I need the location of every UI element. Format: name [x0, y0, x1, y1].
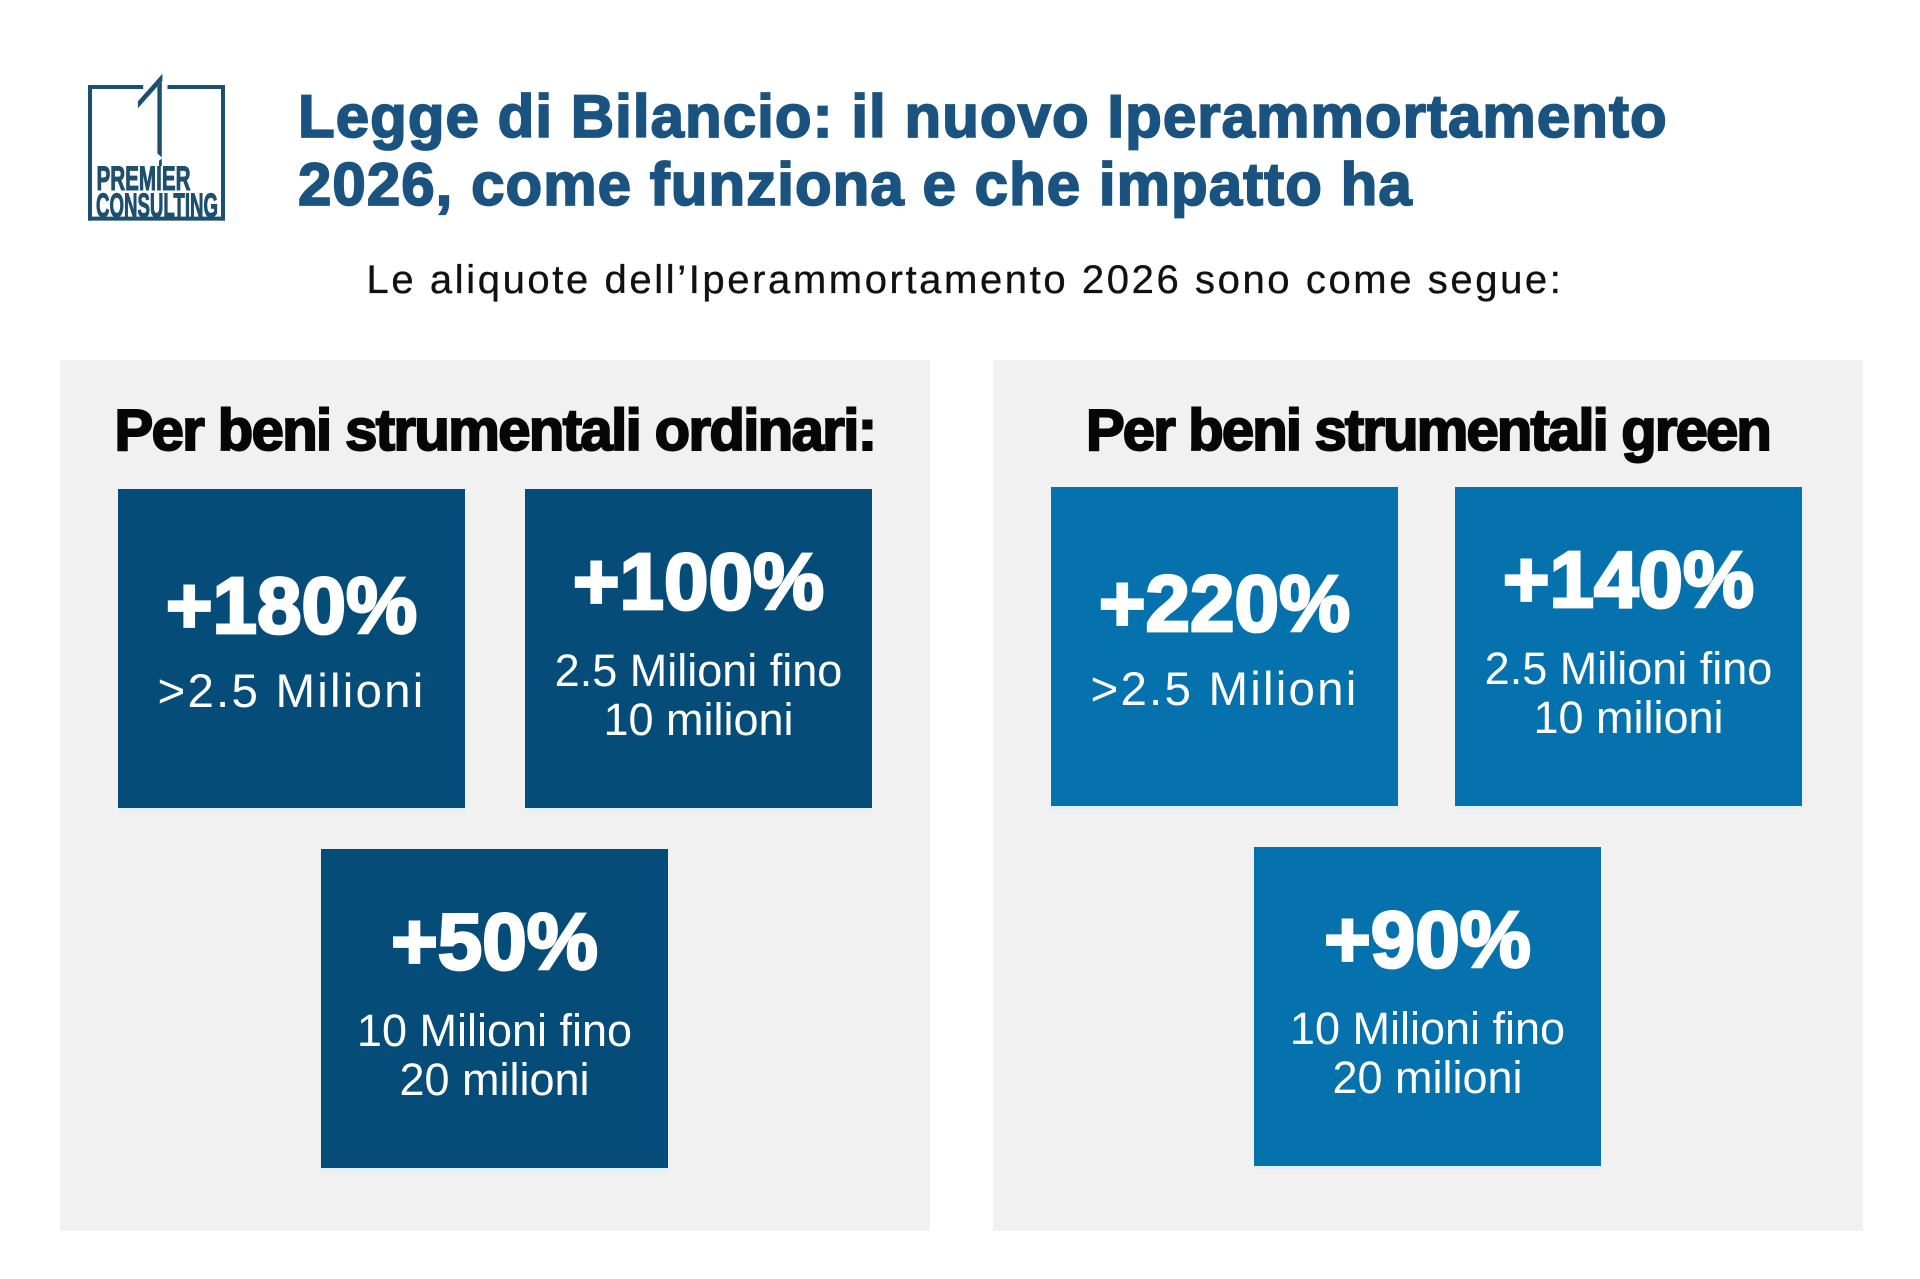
svg-text:PREMIER: PREMIER	[97, 160, 191, 198]
svg-text:CONSULTING: CONSULTING	[96, 187, 218, 225]
